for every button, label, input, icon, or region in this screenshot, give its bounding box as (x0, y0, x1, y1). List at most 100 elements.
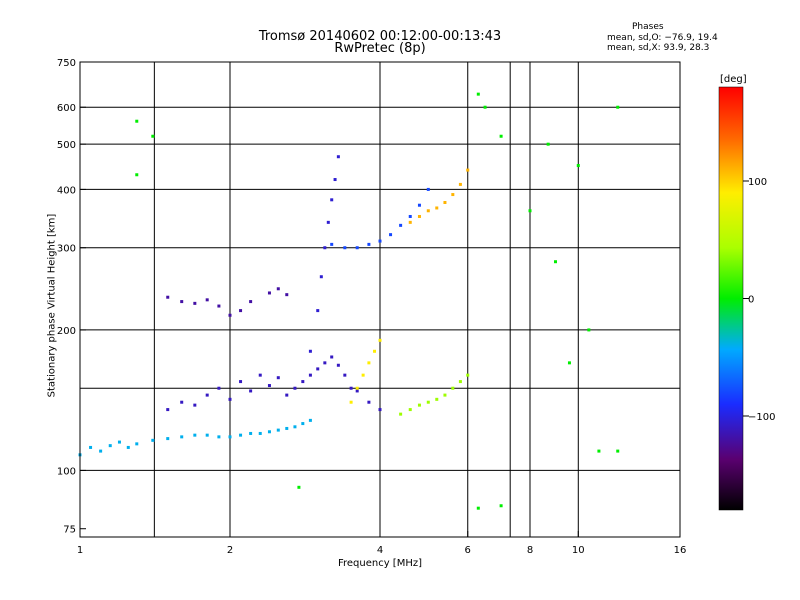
data-point (276, 376, 280, 380)
data-point (399, 223, 403, 227)
data-point (285, 393, 289, 397)
data-point (135, 173, 139, 177)
data-point (378, 338, 382, 342)
colorbar-ticks: 100 0 −100 (743, 177, 775, 423)
colorbar-tick-label: 100 (748, 177, 767, 188)
data-point (166, 408, 170, 412)
data-point (528, 209, 532, 213)
data-point (333, 178, 337, 182)
data-point (361, 373, 365, 377)
data-point (316, 367, 320, 371)
data-point (308, 373, 312, 377)
data-point (443, 200, 447, 204)
data-point (343, 246, 347, 250)
data-point (389, 233, 393, 237)
data-point (228, 435, 232, 439)
data-point (349, 400, 353, 404)
x-tick-label: 1 (77, 545, 83, 556)
data-point (367, 242, 371, 246)
data-point (458, 380, 462, 384)
colorbar (718, 86, 744, 511)
data-point (587, 328, 591, 332)
data-point (217, 386, 221, 390)
data-point (417, 403, 421, 407)
data-point (417, 214, 421, 218)
data-point (435, 397, 439, 401)
data-point (336, 155, 340, 159)
data-point (267, 430, 271, 434)
colorbar-unit: [deg] (720, 74, 747, 85)
x-tick-label: 4 (377, 545, 383, 556)
data-point (336, 363, 340, 367)
y-tick-label: 300 (57, 244, 76, 255)
y-tick-label: 75 (63, 525, 76, 536)
data-point (499, 504, 503, 508)
data-point (297, 485, 301, 489)
data-point (330, 355, 334, 359)
data-point (293, 425, 297, 429)
data-point (193, 301, 197, 305)
data-point (293, 386, 297, 390)
data-point (319, 275, 323, 279)
phases-label: Phases (632, 22, 664, 32)
data-point (323, 361, 327, 365)
data-point (285, 293, 289, 297)
data-point (205, 298, 209, 302)
data-point (349, 386, 353, 390)
x-tick-label: 16 (674, 545, 687, 556)
data-point (378, 408, 382, 412)
y-tick-label: 750 (57, 58, 76, 69)
data-point (367, 400, 371, 404)
data-point (205, 393, 209, 397)
data-point (267, 291, 271, 295)
data-point (258, 373, 262, 377)
data-point (228, 313, 232, 317)
data-point (597, 449, 601, 453)
data-point (355, 246, 359, 250)
data-point (217, 304, 221, 308)
y-tick-label: 100 (57, 466, 76, 477)
data-point (408, 408, 412, 412)
data-point (108, 444, 112, 448)
data-point (228, 397, 232, 401)
data-point (355, 389, 359, 393)
x-tick-label: 8 (527, 545, 533, 556)
data-point (408, 214, 412, 218)
data-point (135, 119, 139, 123)
data-point (466, 168, 470, 172)
y-tick-label: 200 (57, 326, 76, 337)
x-tick-label: 6 (465, 545, 471, 556)
data-point (239, 433, 243, 437)
data-point (330, 242, 334, 246)
data-point (217, 435, 221, 439)
data-point (451, 193, 455, 197)
data-point (239, 380, 243, 384)
data-point (249, 431, 253, 435)
data-point (483, 105, 487, 109)
data-point (193, 433, 197, 437)
data-point (476, 506, 480, 510)
data-point (323, 246, 327, 250)
data-point (301, 422, 305, 426)
data-point (180, 300, 184, 304)
data-point (285, 426, 289, 430)
data-point (373, 349, 377, 353)
data-point (308, 349, 312, 353)
y-tick-label: 600 (57, 103, 76, 114)
data-point (553, 260, 557, 264)
data-point (399, 412, 403, 416)
data-point (426, 209, 430, 213)
data-point (193, 403, 197, 407)
data-point (316, 309, 320, 313)
data-point (166, 295, 170, 299)
data-point (408, 220, 412, 224)
data-point (451, 386, 455, 390)
data-point (567, 361, 571, 365)
data-points (78, 92, 620, 510)
data-point (249, 300, 253, 304)
data-point (151, 134, 155, 138)
data-point (135, 442, 139, 446)
data-point (308, 418, 312, 422)
data-point (166, 437, 170, 441)
data-point (301, 380, 305, 384)
